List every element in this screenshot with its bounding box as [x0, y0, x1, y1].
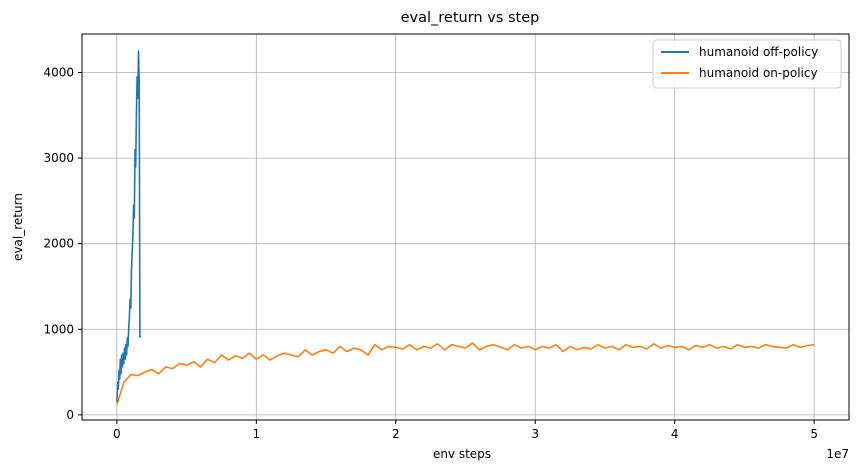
legend-box [652, 39, 842, 89]
y-axis-ticks: 0 1000 2000 3000 4000 [43, 66, 82, 422]
y-tick-label: 4000 [43, 66, 74, 80]
x-tick-label: 0 [113, 427, 121, 441]
x-scale-label: 1e7 [826, 447, 849, 461]
legend: humanoid off-policy humanoid on-policy [652, 39, 842, 89]
y-tick-label: 2000 [43, 237, 74, 251]
legend-label-off-policy: humanoid off-policy [699, 45, 818, 59]
series-line-on-policy [116, 342, 815, 405]
y-tick-label: 1000 [43, 322, 74, 336]
x-tick-label: 5 [810, 427, 818, 441]
x-tick-label: 4 [671, 427, 679, 441]
x-tick-label: 2 [392, 427, 400, 441]
x-axis-label: env steps [433, 447, 491, 461]
series-layer [116, 50, 815, 405]
plot-frame [81, 33, 850, 421]
x-tick-label: 1 [252, 427, 260, 441]
y-tick-label: 0 [66, 408, 74, 422]
y-axis-label: eval_return [11, 193, 25, 261]
chart-title: eval_return vs step [401, 10, 540, 26]
y-tick-label: 3000 [43, 151, 74, 165]
x-axis-ticks: 0 1 2 3 4 5 [113, 420, 818, 441]
x-tick-label: 3 [531, 427, 539, 441]
legend-label-on-policy: humanoid on-policy [699, 66, 818, 80]
series-line-off-policy [116, 50, 141, 403]
